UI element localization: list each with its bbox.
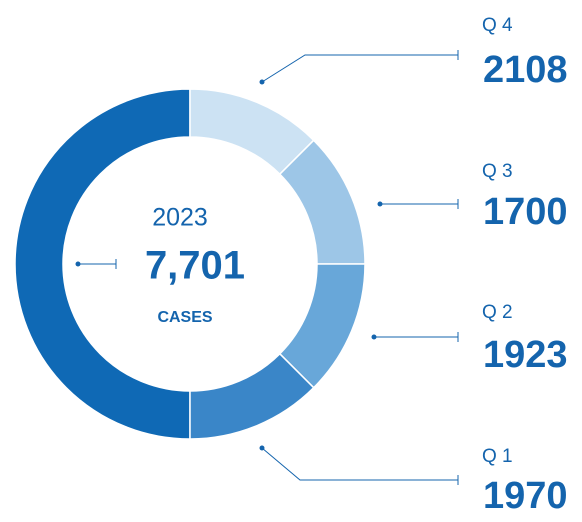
leaders <box>75 50 459 485</box>
leader-line <box>78 259 117 269</box>
quarter-value: 2108 <box>483 49 568 91</box>
donut <box>14 88 366 440</box>
quarter-value: 1923 <box>483 334 568 376</box>
segment-q1 <box>189 352 315 440</box>
quarter-value: 1970 <box>483 475 568 517</box>
quarter-value: 1700 <box>483 191 568 233</box>
center-year: 2023 <box>152 204 208 232</box>
center-unit: CASES <box>157 309 212 326</box>
quarter-label: Q 4 <box>482 15 513 36</box>
leader-line <box>374 332 459 342</box>
segment-total <box>14 88 191 440</box>
leader-line <box>380 199 459 209</box>
leader-line <box>261 447 459 485</box>
leader-line <box>261 50 459 83</box>
quarter-label: Q 3 <box>482 161 513 182</box>
center-total: 7,701 <box>145 244 245 288</box>
quarter-label: Q 1 <box>482 446 513 467</box>
quarter-label: Q 2 <box>482 302 513 323</box>
